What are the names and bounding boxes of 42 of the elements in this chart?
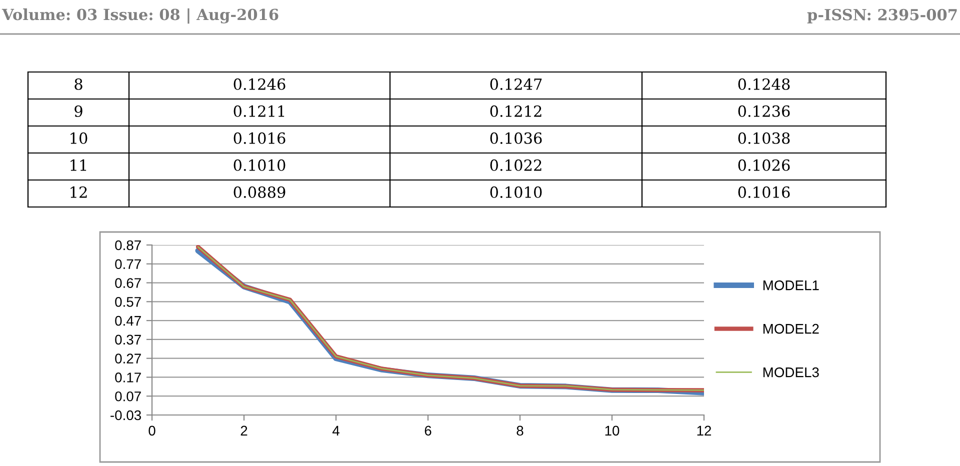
y-tick-label: 0.57 xyxy=(115,297,141,307)
legend-label: MODEL1 xyxy=(763,280,819,290)
text: 0.1248 xyxy=(738,78,790,90)
text: 0.1036 xyxy=(490,132,542,144)
y-tick-label: -0.03 xyxy=(110,410,141,420)
y-tick-label: 0.77 xyxy=(115,259,141,270)
text: 0.1236 xyxy=(738,105,790,117)
text: 0.1016 xyxy=(234,132,286,144)
x-tick-label: 12 xyxy=(697,426,712,436)
text: 9 xyxy=(74,105,82,117)
y-tick-label: 0.47 xyxy=(115,316,141,326)
text: 0.1022 xyxy=(490,159,542,171)
text: 0.0889 xyxy=(234,186,286,198)
x-tick-label: 0 xyxy=(148,426,156,436)
text: 0.1212 xyxy=(490,105,542,117)
y-tick-label: 0.87 xyxy=(115,240,141,250)
y-tick-label: 0.37 xyxy=(115,334,141,345)
text: 0.1246 xyxy=(234,78,286,90)
legend-label: MODEL3 xyxy=(763,367,819,378)
text: 0.1010 xyxy=(234,159,286,171)
x-tick-label: 4 xyxy=(332,426,340,436)
text: Volume: 03 Issue: 08 | Aug-2016 xyxy=(2,8,278,24)
x-tick-label: 8 xyxy=(516,426,524,436)
y-tick-label: 0.07 xyxy=(115,391,141,402)
text: 0.1010 xyxy=(490,186,542,198)
y-tick-label: 0.27 xyxy=(115,354,141,364)
text: 0.1026 xyxy=(738,159,790,171)
text: 0.1016 xyxy=(738,186,790,198)
text: p-ISSN: 2395-007 xyxy=(807,8,957,24)
text: 0.1247 xyxy=(490,78,542,90)
text: 0.1211 xyxy=(234,105,284,117)
text: 11 xyxy=(70,159,86,171)
y-tick-label: 0.67 xyxy=(115,278,141,288)
text: 0.1038 xyxy=(738,132,790,144)
text: 8 xyxy=(74,78,82,90)
x-tick-label: 10 xyxy=(605,426,620,436)
legend-label: MODEL2 xyxy=(763,324,819,334)
text: 12 xyxy=(70,186,87,198)
x-tick-label: 2 xyxy=(240,426,248,436)
text: 10 xyxy=(70,132,88,144)
y-tick-label: 0.17 xyxy=(115,372,141,382)
x-tick-label: 6 xyxy=(424,426,432,436)
